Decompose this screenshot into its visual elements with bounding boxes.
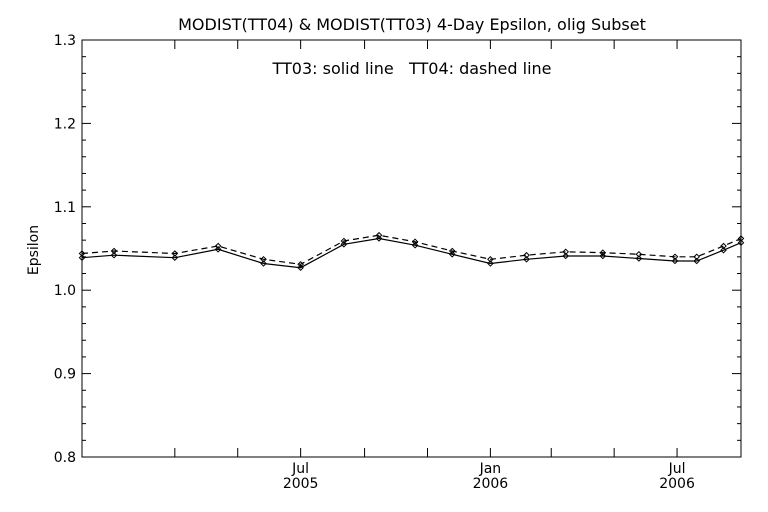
data-point-dashed: [375, 231, 383, 239]
y-tick-label: 1.0: [54, 283, 76, 299]
series-lines: [78, 231, 745, 272]
line-style-legend: TT03: solid line TT04: dashed line: [272, 59, 552, 78]
data-point-solid: [671, 257, 679, 265]
data-point-dashed: [487, 255, 494, 263]
data-point-dashed: [635, 250, 643, 258]
data-point-dashed: [599, 249, 607, 257]
data-point-solid: [411, 241, 419, 249]
data-point-solid: [375, 235, 383, 242]
y-axis-ticks: 0.8 0.9 1.0 1.1 1.2 1.3: [54, 33, 741, 466]
data-point-solid: [523, 255, 530, 263]
data-point-dashed: [693, 253, 701, 261]
data-point-solid: [487, 260, 494, 267]
series-line-dashed: [81, 234, 742, 265]
y-tick-label: 0.8: [54, 450, 76, 466]
data-point-solid: [693, 257, 701, 265]
data-point-solid: [635, 255, 643, 262]
x-tick-label-year: 2006: [473, 476, 509, 492]
data-point-dashed: [523, 251, 530, 259]
x-tick-label-month: Jul: [291, 461, 309, 477]
plot-frame: [81, 39, 742, 458]
y-axis-label: Epsilon: [26, 225, 42, 275]
data-point-solid: [720, 246, 727, 254]
y-tick-label: 0.9: [54, 367, 76, 383]
data-point-dashed: [411, 238, 419, 246]
data-point-dashed: [671, 253, 679, 261]
chart-title: MODIST(TT04) & MODIST(TT03) 4-Day Epsilo…: [178, 15, 646, 34]
x-tick-label-year: 2006: [659, 476, 695, 492]
y-tick-label: 1.3: [54, 33, 76, 49]
data-point-dashed: [297, 260, 304, 268]
y-tick-label: 1.2: [54, 116, 76, 132]
data-point-solid: [448, 250, 456, 258]
data-point-solid: [737, 239, 745, 247]
data-point-dashed: [260, 255, 267, 263]
data-point-dashed: [737, 235, 745, 242]
data-point-solid: [297, 264, 304, 272]
data-point-solid: [260, 260, 267, 267]
plot-axes: [81, 39, 742, 458]
data-point-solid: [78, 254, 86, 262]
data-point-dashed: [214, 242, 222, 250]
data-point-dashed: [110, 247, 118, 255]
data-point-dashed: [562, 248, 570, 256]
data-point-solid: [171, 254, 179, 262]
series-line-solid: [81, 237, 742, 269]
data-point-solid: [110, 251, 118, 259]
x-tick-label-month: Jul: [668, 461, 686, 477]
data-point-dashed: [340, 237, 348, 245]
data-point-solid: [562, 252, 570, 260]
data-point-dashed: [448, 247, 456, 255]
x-tick-label-month: Jan: [479, 461, 502, 477]
data-point-dashed: [78, 250, 86, 257]
data-point-dashed: [171, 250, 179, 257]
y-tick-label: 1.1: [54, 200, 76, 216]
data-point-dashed: [720, 242, 727, 250]
data-point-solid: [340, 240, 348, 248]
data-point-solid: [214, 245, 222, 253]
data-point-solid: [599, 252, 607, 260]
x-tick-label-year: 2005: [283, 476, 319, 492]
